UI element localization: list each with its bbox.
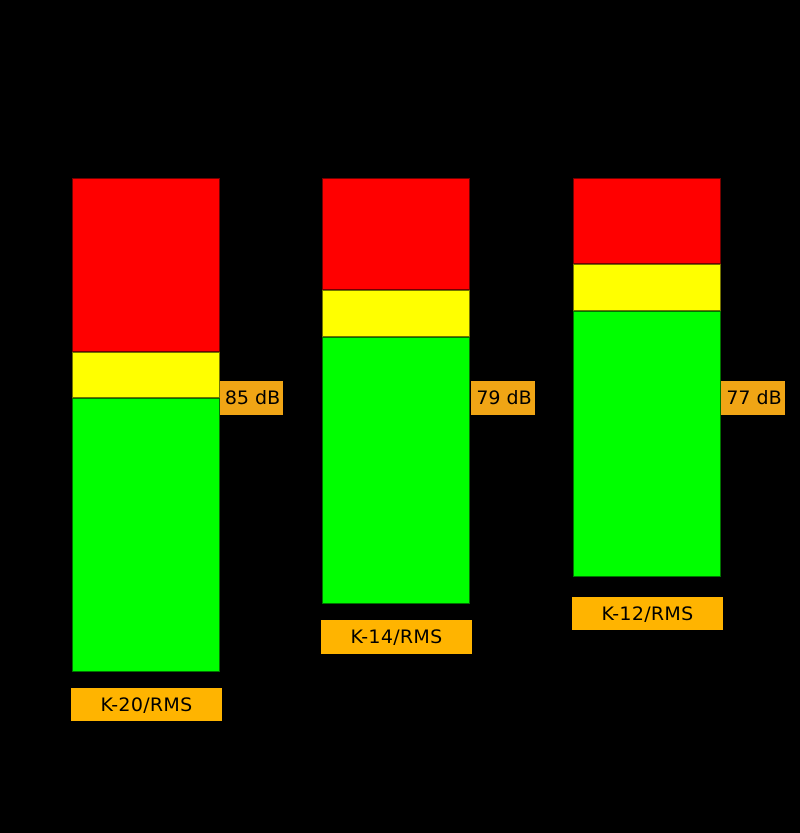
meter-k12-reference-level: 77 dB — [721, 381, 785, 415]
meter-k14-reference-level: 79 dB — [471, 381, 535, 415]
meter-k12-yellow-zone — [573, 264, 721, 311]
meter-k20-name-label: K-20/RMS — [71, 688, 222, 721]
meter-k12-green-zone — [573, 311, 721, 577]
meter-k20-green-zone — [72, 398, 220, 672]
meter-k20-red-zone — [72, 178, 220, 352]
meter-k20-yellow-zone — [72, 352, 220, 398]
meter-k20-reference-level: 85 dB — [220, 381, 283, 415]
meter-k14-green-zone — [322, 337, 470, 604]
meter-k14-name-label: K-14/RMS — [321, 620, 472, 654]
meter-k12-red-zone — [573, 178, 721, 264]
meter-k14-yellow-zone — [322, 290, 470, 337]
meter-k12-name-label: K-12/RMS — [572, 597, 723, 630]
meter-k14-red-zone — [322, 178, 470, 290]
